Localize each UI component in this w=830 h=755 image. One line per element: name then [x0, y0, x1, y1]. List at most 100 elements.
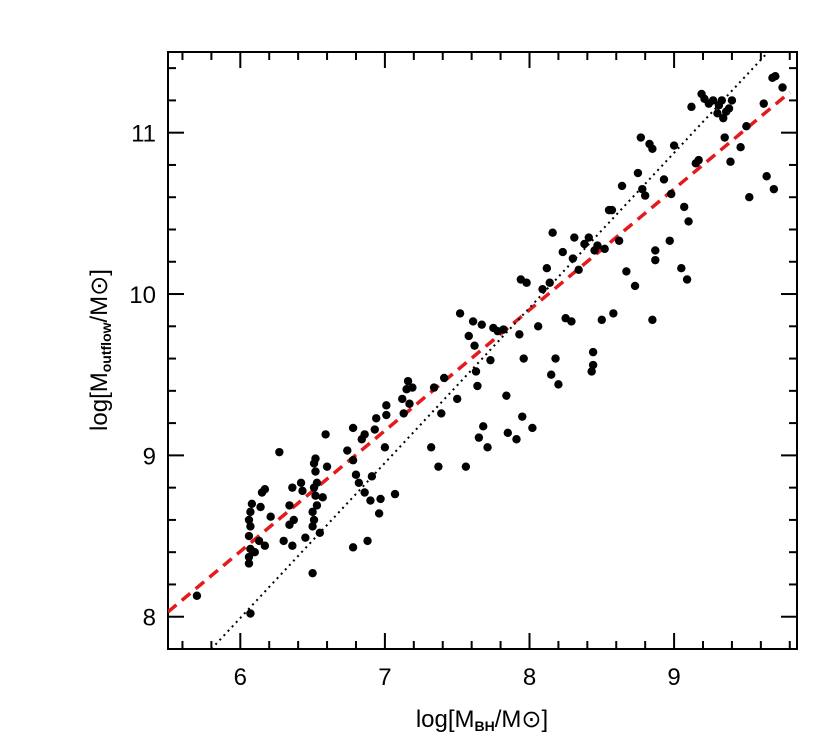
data-point [288, 541, 297, 550]
data-point [318, 493, 327, 502]
data-point [568, 254, 578, 263]
data-point [651, 255, 660, 265]
data-point [502, 391, 511, 400]
data-point [538, 284, 547, 294]
data-point [483, 443, 492, 452]
data-point [551, 354, 560, 363]
data-point [348, 423, 358, 433]
data-point [528, 423, 537, 433]
fit-line-dashed [168, 90, 791, 614]
data-point [403, 376, 413, 386]
data-point [437, 409, 446, 418]
data-point [558, 247, 567, 257]
data-point [311, 491, 320, 500]
data-point [434, 462, 443, 471]
data-point [567, 317, 576, 326]
data-point [486, 355, 495, 365]
data-point [382, 401, 391, 410]
data-point [351, 470, 361, 479]
data-point [584, 233, 593, 242]
data-point [452, 394, 462, 404]
data-point [570, 233, 579, 242]
data-point [512, 435, 521, 444]
data-point [546, 370, 556, 379]
data-point [382, 410, 391, 420]
data-point [315, 528, 325, 538]
y-axis-label: log[Moutflow/M⊙] [86, 269, 114, 431]
data-point [648, 315, 657, 325]
data-point [360, 430, 369, 439]
data-point [545, 278, 554, 287]
data-point [408, 383, 417, 392]
data-point [609, 309, 618, 318]
data-point [617, 181, 627, 191]
data-point [279, 536, 288, 546]
data-point [522, 278, 531, 287]
axis-ticks: 6 7 8 9 8 9 10 11 [129, 52, 797, 691]
data-point [726, 157, 735, 166]
data-point [405, 399, 414, 408]
data-point [343, 446, 352, 455]
data-point [680, 202, 689, 212]
data-point [312, 501, 322, 510]
data-point [669, 141, 679, 150]
data-point [479, 422, 488, 431]
data-point [322, 462, 332, 471]
data-point [370, 425, 379, 434]
data-point [736, 142, 745, 152]
data-point [687, 102, 696, 112]
data-point [363, 536, 372, 546]
x-tick-label: 7 [378, 664, 391, 691]
data-point [461, 462, 471, 471]
data-point [308, 507, 317, 517]
data-point [380, 443, 390, 452]
data-point [684, 217, 693, 226]
data-point [665, 236, 674, 245]
data-point [638, 184, 647, 194]
data-point [244, 552, 254, 562]
data-point [588, 347, 598, 357]
data-point [298, 486, 307, 496]
data-point [630, 281, 640, 291]
data-point [464, 331, 473, 341]
data-point [499, 325, 508, 334]
data-point [548, 228, 557, 237]
data-point [301, 533, 310, 542]
data-point [244, 559, 254, 568]
data-point [667, 189, 676, 199]
data-point [311, 467, 320, 476]
data-points [192, 72, 787, 618]
data-point [622, 267, 631, 276]
data-point [474, 433, 484, 442]
data-point [473, 381, 482, 391]
data-point [260, 541, 270, 550]
data-point [321, 430, 330, 439]
x-axis-label: log[MBH/M⊙] [416, 706, 548, 734]
data-point [468, 317, 478, 326]
data-point [192, 591, 202, 600]
data-point [266, 512, 275, 521]
x-tick-label: 8 [523, 664, 536, 691]
data-point [244, 515, 254, 525]
data-point [246, 522, 255, 531]
y-tick-label: 11 [131, 121, 156, 148]
data-point [719, 113, 728, 123]
data-point [455, 309, 465, 318]
data-point [246, 507, 255, 517]
data-point [587, 367, 596, 376]
data-point [648, 144, 657, 154]
data-point [260, 485, 270, 494]
data-point [367, 472, 377, 481]
data-point [651, 246, 660, 255]
data-point [312, 478, 322, 488]
data-point [477, 320, 486, 329]
data-point [515, 330, 524, 339]
data-point [244, 531, 254, 541]
data-point [308, 568, 317, 578]
data-point [762, 172, 771, 181]
data-point [374, 509, 384, 518]
data-point [533, 322, 543, 331]
data-point [682, 275, 692, 284]
data-point [771, 72, 780, 81]
